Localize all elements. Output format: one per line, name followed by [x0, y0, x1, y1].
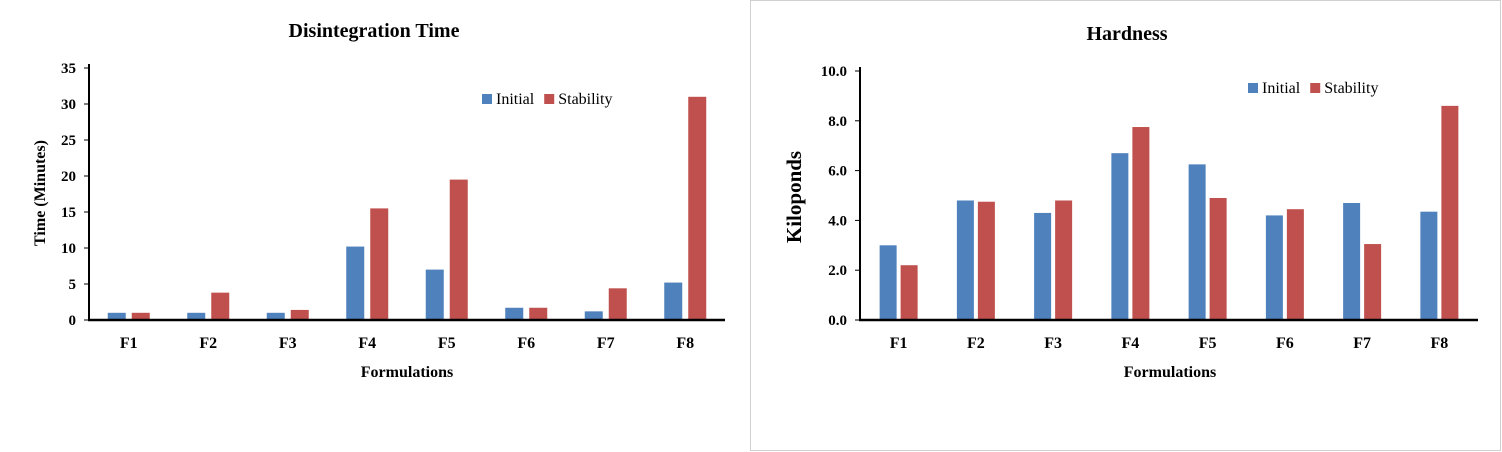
bar-initial-f2	[956, 200, 974, 320]
x-tick-label: F3	[1044, 335, 1062, 352]
bar-initial-f1	[879, 245, 897, 320]
y-tick-label: 30	[61, 97, 76, 113]
x-tick-label: F1	[120, 335, 138, 352]
legend-label-stability: Stability	[1324, 80, 1378, 97]
bar-stability-f4	[370, 208, 389, 320]
x-tick-label: F7	[1353, 335, 1371, 352]
hardness-chart: Hardness Kiloponds Formulations 0.0 2.0 4.…	[782, 23, 1478, 381]
x-tick-label: F4	[1121, 335, 1139, 352]
chart-panel-hardness: Hardness Kiloponds Formulations 0.0 2.0 4.…	[750, 0, 1501, 451]
bar-initial-f5	[425, 269, 444, 320]
x-tick-label: F8	[1430, 335, 1448, 352]
x-axis-title: Formulations	[1124, 364, 1216, 381]
chart-panel-disintegration: Disintegration Time Time (Minutes) Formu…	[0, 0, 748, 452]
chart-title: Hardness	[1086, 23, 1167, 45]
bar-initial-f2	[187, 312, 206, 320]
bar-initial-f4	[1111, 153, 1129, 320]
bar-stability-f6	[1286, 209, 1304, 320]
bar-initial-f7	[584, 311, 603, 320]
bar-stability-f7	[608, 288, 627, 320]
bar-initial-f6	[505, 307, 524, 320]
y-tick-label: 10.0	[821, 64, 847, 80]
bar-stability-f8	[1441, 105, 1459, 320]
bar-stability-f1	[900, 265, 918, 320]
legend-swatch-initial	[1248, 83, 1258, 93]
y-tick-label: 35	[61, 61, 76, 77]
x-tick-label: F4	[358, 335, 376, 352]
bar-initial-f3	[266, 312, 285, 320]
y-tick-label: 6.0	[828, 164, 847, 180]
legend-label-initial: Initial	[496, 91, 535, 108]
bar-stability-f5	[1209, 197, 1227, 320]
y-tick-label: 4.0	[828, 213, 847, 229]
bar-stability-f2	[977, 201, 995, 320]
legend-swatch-initial	[482, 94, 492, 104]
x-tick-label: F2	[199, 335, 217, 352]
y-tick-label: 15	[61, 205, 76, 221]
y-tick-label: 8.0	[828, 114, 847, 130]
bar-initial-f4	[346, 246, 365, 320]
x-tick-label: F3	[279, 335, 297, 352]
y-tick-label: 25	[61, 133, 76, 149]
bar-stability-f6	[529, 307, 548, 320]
x-tick-label: F1	[890, 335, 908, 352]
disintegration-chart: Disintegration Time Time (Minutes) Formu…	[32, 20, 725, 381]
bar-initial-f8	[664, 282, 683, 320]
x-tick-label: F2	[967, 335, 985, 352]
y-axis-title: Time (Minutes)	[32, 140, 49, 246]
chart-title: Disintegration Time	[289, 20, 460, 42]
x-axis-title: Formulations	[361, 364, 453, 381]
bar-initial-f1	[107, 312, 126, 320]
legend-swatch-stability	[544, 94, 555, 104]
bar-stability-f4	[1132, 127, 1150, 321]
legend-label-stability: Stability	[558, 91, 612, 108]
x-tick-label: F8	[676, 335, 694, 352]
x-tick-label: F7	[597, 335, 615, 352]
y-tick-label: 0	[69, 313, 77, 329]
bar-initial-f5	[1188, 164, 1206, 320]
bar-initial-f6	[1265, 215, 1283, 320]
bar-stability-f8	[688, 96, 707, 320]
bar-stability-f1	[131, 312, 150, 320]
bar-stability-f3	[1055, 200, 1073, 320]
legend-label-initial: Initial	[1262, 80, 1301, 97]
legend-swatch-stability	[1310, 83, 1321, 93]
bar-stability-f2	[211, 292, 230, 320]
bar-stability-f3	[290, 309, 309, 320]
y-tick-label: 0.0	[828, 313, 847, 329]
x-tick-label: F6	[1276, 335, 1294, 352]
y-tick-label: 5	[69, 277, 77, 293]
y-tick-label: 10	[61, 241, 76, 257]
x-tick-label: F5	[1199, 335, 1217, 352]
y-tick-label: 20	[61, 169, 76, 185]
bar-stability-f7	[1364, 244, 1382, 320]
bar-initial-f8	[1420, 211, 1438, 320]
bar-initial-f7	[1343, 202, 1361, 320]
y-tick-label: 2.0	[828, 263, 847, 279]
x-tick-label: F5	[438, 335, 456, 352]
bar-stability-f5	[449, 179, 468, 320]
bar-initial-f3	[1034, 212, 1052, 320]
y-axis-title: Kiloponds	[782, 151, 806, 243]
x-tick-label: F6	[517, 335, 535, 352]
